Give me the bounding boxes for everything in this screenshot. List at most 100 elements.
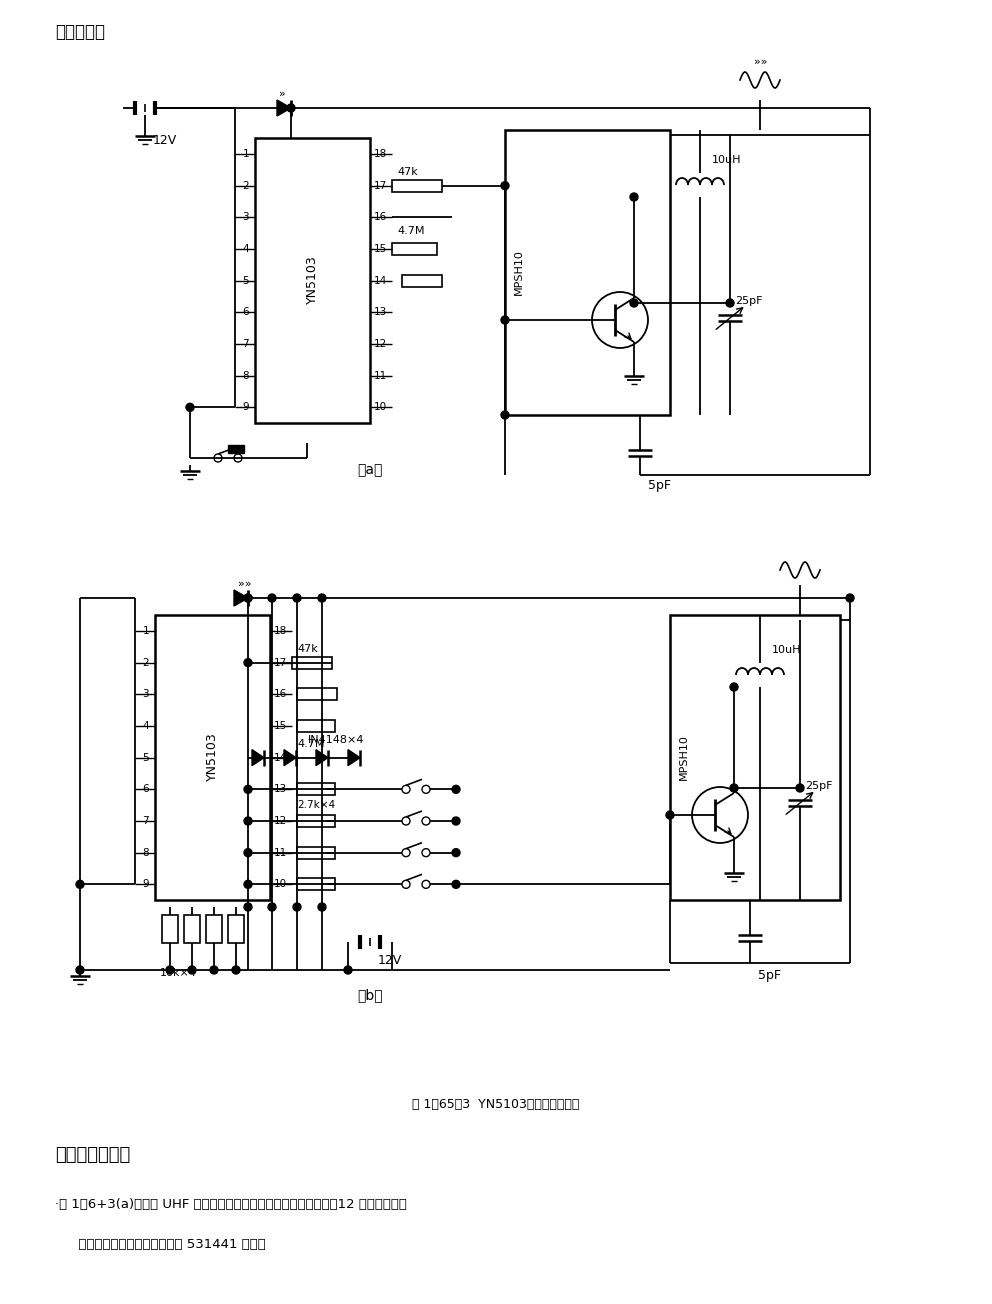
Circle shape — [293, 595, 301, 602]
Text: 1: 1 — [143, 626, 149, 636]
Text: »: » — [279, 89, 286, 99]
Circle shape — [630, 193, 638, 201]
Text: 12V: 12V — [153, 133, 178, 146]
Circle shape — [730, 784, 738, 792]
Text: 25pF: 25pF — [735, 296, 763, 306]
Text: 13: 13 — [374, 308, 387, 317]
Circle shape — [244, 849, 252, 857]
Text: 典型应用略说明: 典型应用略说明 — [55, 1146, 130, 1164]
Circle shape — [244, 880, 252, 888]
Text: 10: 10 — [274, 879, 287, 889]
Circle shape — [452, 849, 460, 857]
Text: YN5103: YN5103 — [205, 733, 218, 781]
Bar — [297, 689, 337, 700]
Bar — [228, 915, 244, 943]
Text: 10uH: 10uH — [772, 645, 802, 655]
Circle shape — [210, 966, 218, 974]
Bar — [402, 275, 442, 287]
Text: （b）: （b） — [357, 988, 383, 1001]
Bar — [297, 784, 335, 795]
Text: 15: 15 — [274, 721, 288, 732]
Text: 17: 17 — [374, 181, 387, 190]
Bar — [392, 243, 437, 256]
Bar — [206, 915, 222, 943]
Text: 6: 6 — [242, 308, 249, 317]
Text: MPSH10: MPSH10 — [514, 249, 524, 295]
Text: YN5103: YN5103 — [306, 256, 318, 304]
Text: 8: 8 — [143, 848, 149, 858]
Text: IN4148×4: IN4148×4 — [308, 734, 364, 745]
Circle shape — [318, 595, 326, 602]
Text: 图 1－65－3  YN5103典型应用电路图: 图 1－65－3 YN5103典型应用电路图 — [413, 1098, 579, 1111]
Bar — [670, 615, 840, 900]
Circle shape — [244, 818, 252, 825]
Text: »»: »» — [238, 579, 252, 589]
Text: 4.7M: 4.7M — [397, 226, 425, 236]
Text: 8: 8 — [242, 370, 249, 381]
Polygon shape — [252, 750, 264, 765]
Bar — [297, 879, 335, 891]
Circle shape — [846, 595, 854, 602]
Circle shape — [344, 966, 352, 974]
Text: 7: 7 — [242, 339, 249, 349]
Text: 47k: 47k — [297, 644, 317, 653]
Text: MPSH10: MPSH10 — [679, 734, 689, 780]
Bar — [297, 846, 335, 858]
Circle shape — [501, 181, 509, 189]
Circle shape — [186, 403, 194, 411]
Circle shape — [318, 902, 326, 911]
Text: 12: 12 — [374, 339, 387, 349]
Circle shape — [726, 299, 734, 306]
Text: 25pF: 25pF — [805, 781, 832, 792]
Text: 12: 12 — [274, 816, 288, 825]
Bar — [162, 915, 178, 943]
Text: 18: 18 — [274, 626, 288, 636]
Circle shape — [666, 811, 674, 819]
Text: ·图 1－6+3(a)为射频 UHF 遥控发射电路。图中地址编码略去未画。12 位地址三态选: ·图 1－6+3(a)为射频 UHF 遥控发射电路。图中地址编码略去未画。12 … — [55, 1198, 407, 1211]
Text: 18: 18 — [374, 149, 387, 159]
Text: 5pF: 5pF — [648, 479, 671, 492]
Circle shape — [166, 966, 174, 974]
Text: 2: 2 — [143, 657, 149, 668]
Text: 5: 5 — [143, 752, 149, 763]
Text: 12V: 12V — [378, 953, 402, 966]
Bar — [184, 915, 200, 943]
Text: 14: 14 — [274, 752, 288, 763]
Text: 47k: 47k — [397, 167, 418, 176]
Circle shape — [630, 299, 638, 306]
Bar — [392, 180, 442, 192]
Circle shape — [76, 880, 84, 888]
Circle shape — [244, 902, 252, 911]
Circle shape — [244, 785, 252, 793]
Circle shape — [501, 316, 509, 323]
Bar — [155, 615, 270, 900]
Text: 2.7k×4: 2.7k×4 — [297, 801, 335, 810]
Circle shape — [268, 595, 276, 602]
Bar — [297, 815, 335, 827]
Circle shape — [244, 595, 252, 602]
Text: 1: 1 — [242, 149, 249, 159]
Text: 10: 10 — [374, 403, 387, 412]
Text: （a）: （a） — [357, 463, 383, 477]
Text: 11: 11 — [374, 370, 387, 381]
Text: 15: 15 — [374, 244, 387, 254]
Text: 9: 9 — [143, 879, 149, 889]
Text: 4.7M: 4.7M — [297, 739, 324, 748]
Text: 2: 2 — [242, 181, 249, 190]
Text: »»: »» — [754, 57, 768, 67]
Circle shape — [76, 966, 84, 974]
Text: 10uH: 10uH — [712, 155, 741, 166]
Circle shape — [796, 784, 804, 792]
Circle shape — [293, 902, 301, 911]
Polygon shape — [277, 100, 291, 116]
Text: 9: 9 — [242, 403, 249, 412]
Text: 6: 6 — [143, 784, 149, 794]
Circle shape — [501, 411, 509, 419]
Bar — [292, 657, 332, 669]
Bar — [255, 138, 370, 422]
Text: 7: 7 — [143, 816, 149, 825]
Text: 16: 16 — [274, 690, 288, 699]
Circle shape — [730, 683, 738, 691]
Circle shape — [188, 966, 196, 974]
Text: 16: 16 — [374, 213, 387, 223]
